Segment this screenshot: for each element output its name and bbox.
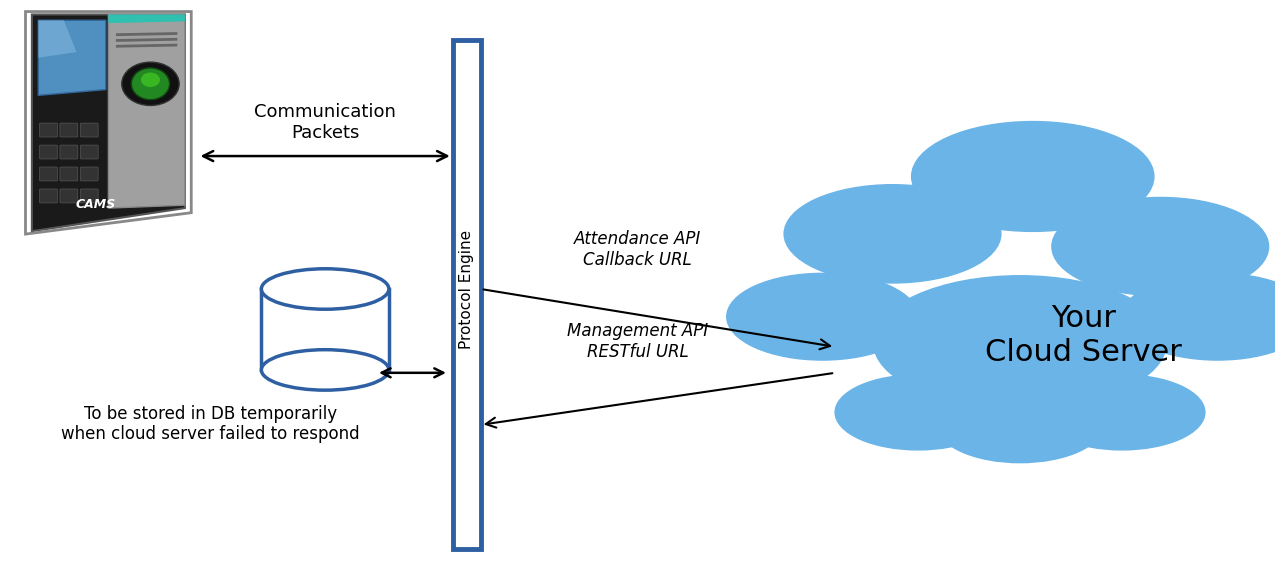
- FancyBboxPatch shape: [60, 189, 78, 203]
- Text: Management API
RESTful URL: Management API RESTful URL: [567, 323, 708, 361]
- Ellipse shape: [261, 269, 389, 309]
- FancyBboxPatch shape: [80, 167, 98, 181]
- Ellipse shape: [261, 350, 389, 390]
- Polygon shape: [108, 14, 185, 208]
- Ellipse shape: [121, 62, 178, 106]
- Circle shape: [1122, 273, 1275, 360]
- FancyBboxPatch shape: [60, 167, 78, 181]
- Text: To be stored in DB temporarily
when cloud server failed to respond: To be stored in DB temporarily when clou…: [61, 405, 360, 443]
- Ellipse shape: [131, 68, 170, 99]
- FancyBboxPatch shape: [60, 145, 78, 159]
- Circle shape: [873, 276, 1167, 409]
- Text: Communication
Packets: Communication Packets: [254, 103, 397, 142]
- Text: Protocol Engine: Protocol Engine: [459, 229, 474, 349]
- FancyBboxPatch shape: [80, 189, 98, 203]
- Circle shape: [912, 121, 1154, 231]
- FancyBboxPatch shape: [40, 167, 57, 181]
- Text: Attendance API
Callback URL: Attendance API Callback URL: [574, 230, 701, 269]
- FancyBboxPatch shape: [40, 145, 57, 159]
- Bar: [453, 40, 481, 549]
- Text: CAMS: CAMS: [75, 198, 116, 211]
- Polygon shape: [32, 14, 185, 231]
- Ellipse shape: [140, 72, 159, 87]
- Text: Your
Cloud Server: Your Cloud Server: [986, 304, 1182, 366]
- Polygon shape: [38, 20, 76, 58]
- Circle shape: [835, 375, 1001, 450]
- FancyBboxPatch shape: [80, 145, 98, 159]
- Polygon shape: [38, 20, 106, 95]
- FancyBboxPatch shape: [80, 123, 98, 137]
- Circle shape: [784, 185, 1001, 283]
- FancyBboxPatch shape: [40, 123, 57, 137]
- Circle shape: [727, 273, 918, 360]
- Circle shape: [1039, 375, 1205, 450]
- Circle shape: [1052, 198, 1269, 296]
- Circle shape: [937, 387, 1103, 462]
- FancyBboxPatch shape: [60, 123, 78, 137]
- Polygon shape: [108, 14, 185, 23]
- Bar: [261, 289, 389, 370]
- FancyBboxPatch shape: [40, 189, 57, 203]
